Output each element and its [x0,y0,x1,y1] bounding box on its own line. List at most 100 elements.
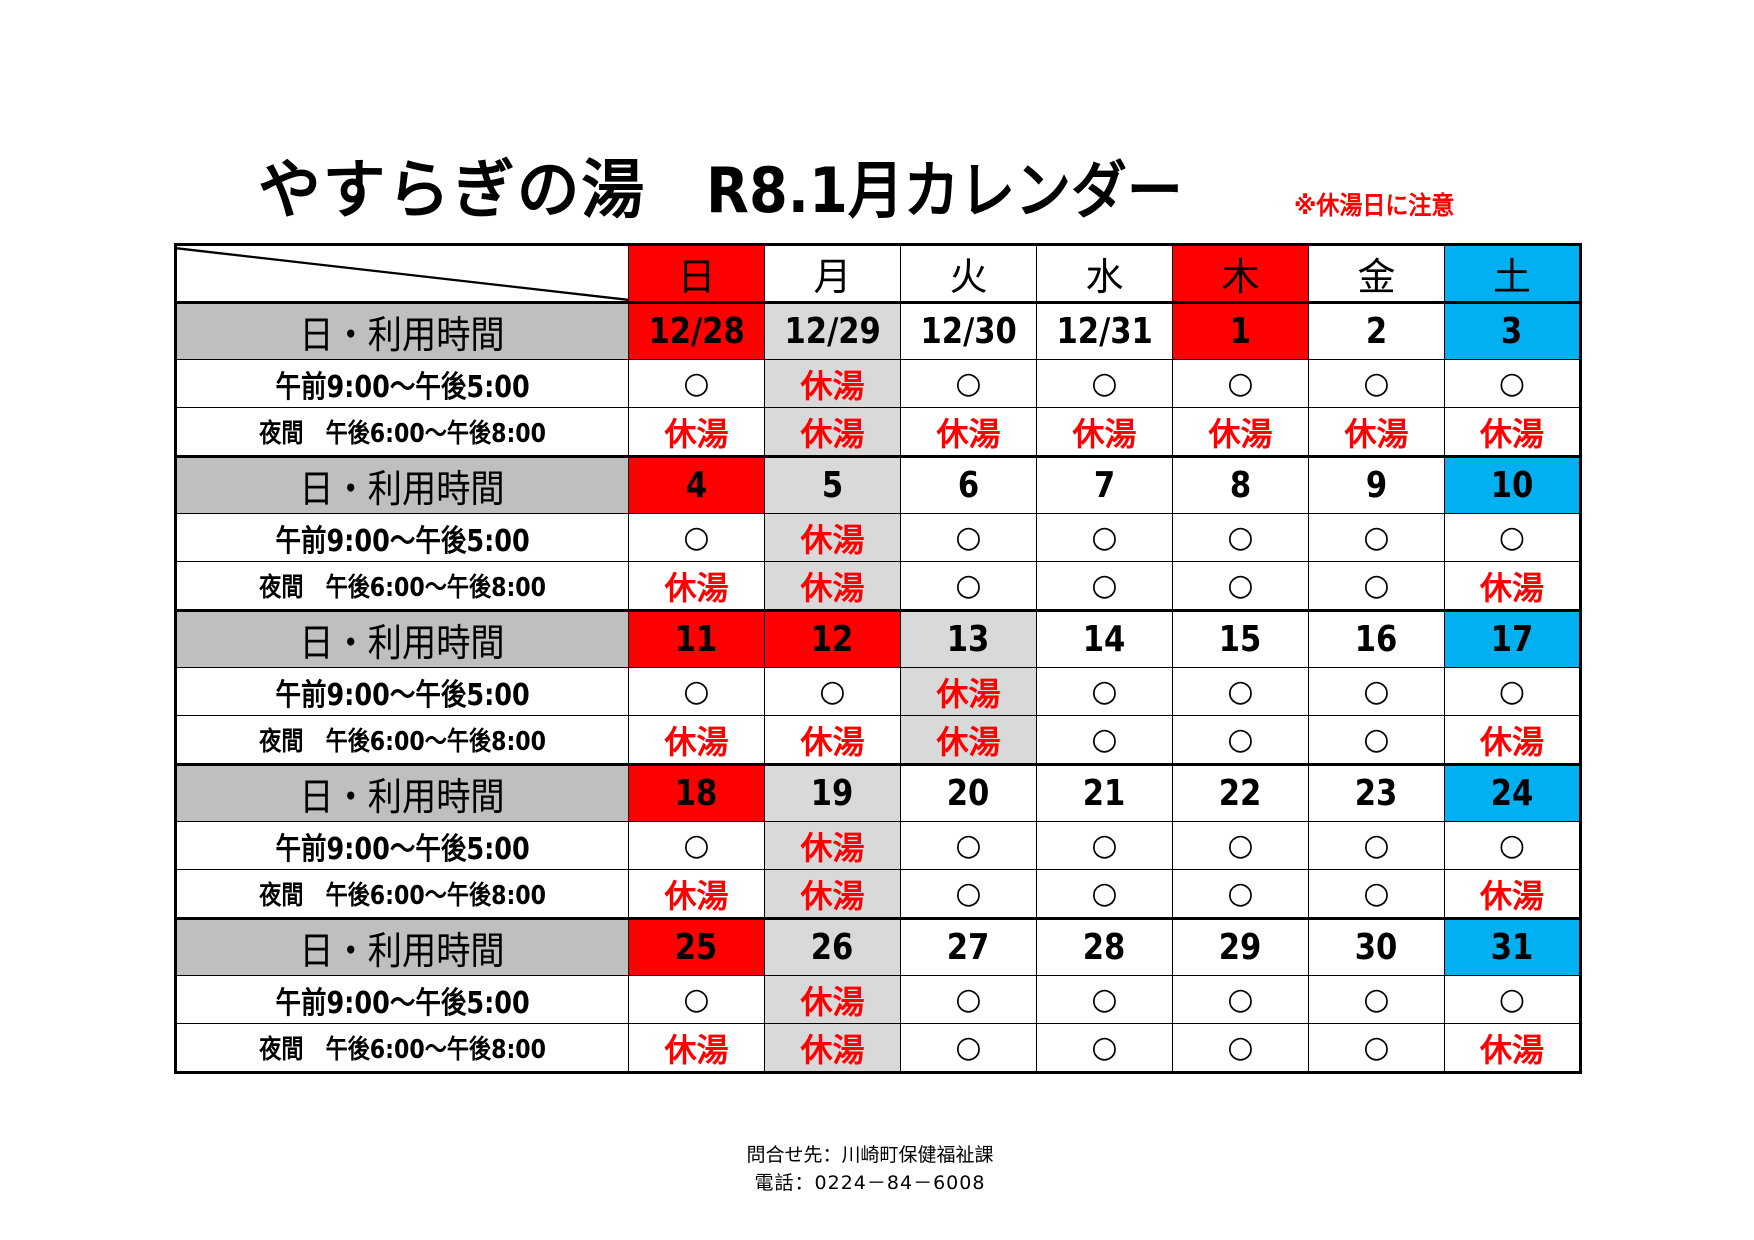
cell-text: ○ [1091,828,1118,863]
page-title: やすらぎの湯 R8.1月カレンダー [258,140,1236,230]
closed-status-cell: 休湯 [628,715,765,765]
evening-row: 夜間 午後6:00～午後8:00 休湯 休湯 ○ ○ ○ ○ 休湯 [175,1023,1581,1073]
cell-text: 休湯 [800,876,865,915]
cell-text: 休湯 [1479,876,1544,915]
open-status-cell: ○ [1036,715,1173,765]
weekday-header-5: 金 [1308,244,1445,303]
open-status-cell: ○ [1308,561,1445,611]
cell-text: 休湯 [1479,722,1544,761]
open-status-cell: ○ [1172,359,1309,408]
open-status-cell: ○ [1444,667,1581,716]
cell-text: ○ [955,876,982,911]
closed-status-cell: 休湯 [1444,561,1581,611]
date-cell: 30 [1308,917,1445,976]
cell-text: ○ [683,520,710,555]
date-cell: 12 [764,609,901,668]
closed-status-cell: 休湯 [628,561,765,611]
closed-status-cell: 休湯 [764,975,901,1024]
open-status-cell: ○ [1308,1023,1445,1073]
row-label-pm: 夜間 午後6:00～午後8:00 [175,407,629,457]
date-cell: 14 [1036,609,1173,668]
cell-text: ○ [1498,982,1526,1017]
cell-text: 休湯 [664,1030,729,1069]
date-cell: 27 [900,917,1037,976]
date-cell: 2 [1308,301,1445,360]
date-cell: 29 [1172,917,1309,976]
row-label-am: 午前9:00～午後5:00 [175,975,629,1024]
open-status-cell: ○ [1172,975,1309,1024]
date-row: 日・利用時間 18 19 20 21 22 23 24 [175,763,1581,822]
cell-text: ○ [955,366,982,401]
cell-text: ○ [1363,1030,1390,1065]
closed-status-cell: 休湯 [1444,869,1581,919]
weekday-header-3: 水 [1036,244,1173,303]
date-cell: 12/31 [1036,301,1173,360]
date-cell: 12/29 [764,301,901,360]
cell-text: ○ [683,982,710,1017]
cell-text: ○ [1363,828,1390,863]
cell-text: ○ [1091,366,1118,401]
row-label-date: 日・利用時間 [175,917,629,976]
cell-text: 休湯 [1479,414,1544,453]
date-cell: 26 [764,917,901,976]
cell-text: ○ [1498,828,1526,863]
cell-text: 3 [1501,311,1523,352]
closed-status-cell: 休湯 [764,869,901,919]
date-cell: 12/28 [628,301,765,360]
cell-text: 休湯 [800,982,865,1021]
date-cell: 15 [1172,609,1309,668]
cell-text: 28 [1083,927,1126,968]
cell-text: 24 [1490,773,1534,814]
date-row: 日・利用時間 12/28 12/29 12/30 12/31 1 2 3 [175,301,1581,360]
closed-status-cell: 休湯 [900,715,1037,765]
date-cell: 3 [1444,301,1581,360]
cell-text: 1 [1229,311,1252,352]
cell-text: ○ [1091,674,1118,709]
date-cell: 5 [764,455,901,514]
date-cell: 23 [1308,763,1445,822]
date-cell: 16 [1308,609,1445,668]
cell-text: 休湯 [1479,1030,1544,1069]
cell-text: ○ [1091,568,1118,603]
cell-text: 休湯 [664,876,729,915]
closed-status-cell: 休湯 [764,1023,901,1073]
date-cell: 9 [1308,455,1445,514]
daytime-row: 午前9:00～午後5:00 ○ 休湯 ○ ○ ○ ○ ○ [175,821,1581,870]
date-cell: 12/30 [900,301,1037,360]
date-cell: 21 [1036,763,1173,822]
open-status-cell: ○ [1444,975,1581,1024]
closed-status-cell: 休湯 [764,561,901,611]
date-cell: 22 [1172,763,1309,822]
row-label-text: 夜間 午後6:00～午後8:00 [259,881,546,911]
date-cell: 8 [1172,455,1309,514]
weekday-header-2: 火 [900,244,1037,303]
open-status-cell: ○ [1036,1023,1173,1073]
closed-status-cell: 休湯 [764,359,901,408]
daytime-row: 午前9:00～午後5:00 ○ 休湯 ○ ○ ○ ○ ○ [175,513,1581,562]
open-status-cell: ○ [628,821,765,870]
cell-text: 12/29 [784,311,881,352]
date-cell: 17 [1444,609,1581,668]
open-status-cell: ○ [900,821,1037,870]
cell-text: ○ [955,520,982,555]
row-label-am: 午前9:00～午後5:00 [175,821,629,870]
cell-text: ○ [1091,1030,1118,1065]
row-label-text: 日・利用時間 [299,467,506,511]
cell-text: ○ [1227,366,1254,401]
evening-row: 夜間 午後6:00～午後8:00 休湯 休湯 ○ ○ ○ ○ 休湯 [175,561,1581,611]
cell-text: ○ [683,366,710,401]
cell-text: 30 [1355,927,1398,968]
open-status-cell: ○ [1036,869,1173,919]
daytime-row: 午前9:00～午後5:00 ○ ○ 休湯 ○ ○ ○ ○ [175,667,1581,716]
cell-text: ○ [683,828,710,863]
open-status-cell: ○ [1036,821,1173,870]
cell-text: ○ [819,674,846,709]
date-cell: 10 [1444,455,1581,514]
open-status-cell: ○ [1036,667,1173,716]
cell-text: 17 [1490,619,1534,660]
date-cell: 20 [900,763,1037,822]
closed-status-cell: 休湯 [900,667,1037,716]
open-status-cell: ○ [900,561,1037,611]
open-status-cell: ○ [1172,667,1309,716]
cell-text: ○ [1227,568,1254,603]
